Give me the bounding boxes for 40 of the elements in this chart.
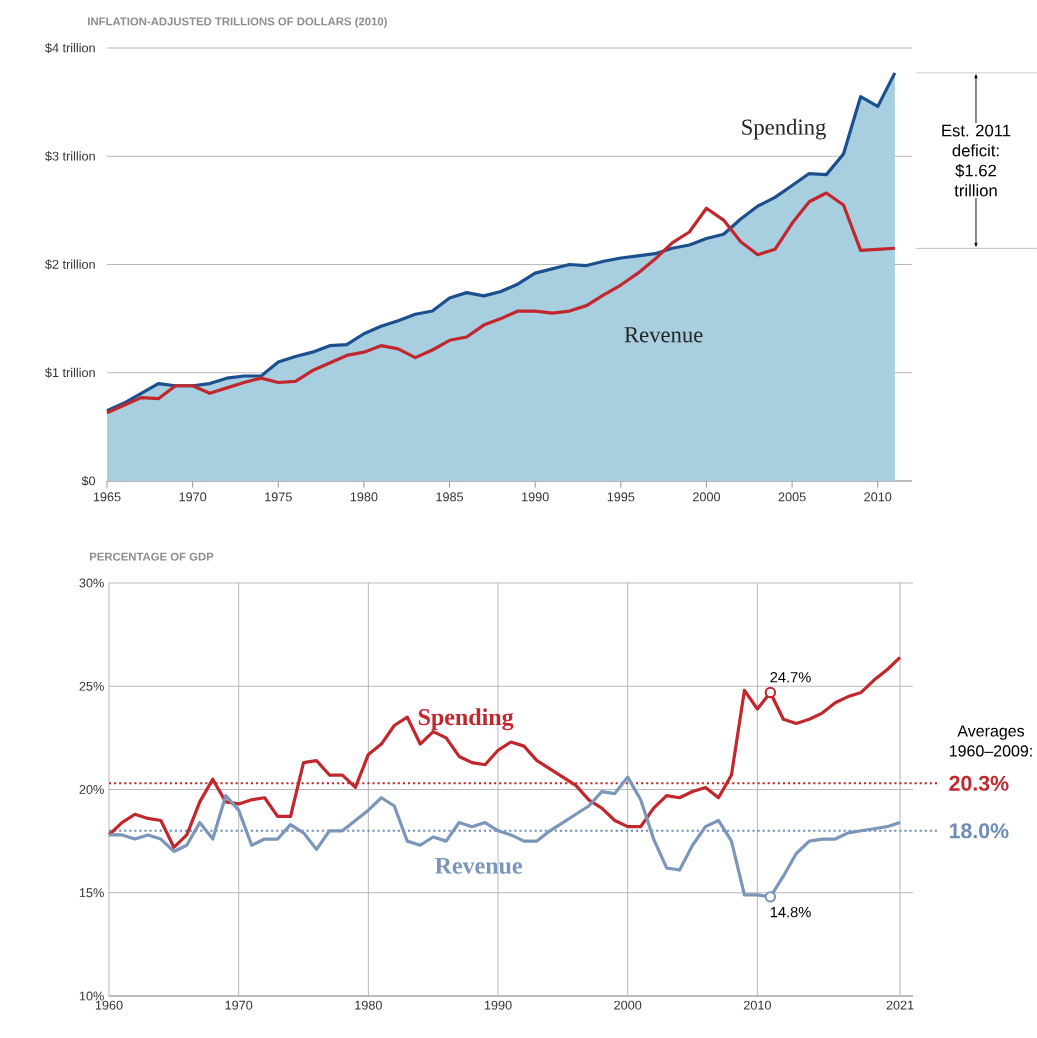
annotation: 24.7% [770,672,811,683]
x-tick-label: 2000 [614,1000,642,1010]
annotation: 14.8% [770,906,811,918]
x-tick-label: 2000 [693,492,721,502]
series-label: Revenue [624,327,703,343]
y-tick-label: $4 trillion [45,42,95,54]
x-tick-label: 1965 [93,492,121,502]
y-tick-label: $0 [81,475,96,487]
ref-line-label: 18.0% [949,823,1009,839]
x-tick-label: 1980 [350,492,378,502]
text: Est. 2011 deficit: $1.62 trillion [942,124,1011,197]
x-tick-label: 2010 [864,492,892,502]
text: Averages 1960–2009: [949,725,1032,757]
ref-line-label: 20.3% [949,775,1009,791]
y-tick-label: 15% [79,888,104,898]
y-tick-label: 20% [79,785,104,794]
x-tick-label: 1985 [436,492,464,502]
y-tick-label: 30% [79,578,104,588]
y-tick-label: 10% [79,991,104,1001]
x-tick-label: 1980 [355,1000,382,1010]
x-tick-label: 1975 [265,492,292,502]
chart-title: PERCENTAGE OF GDP [90,552,214,561]
y-tick-label: $1 trillion [45,367,95,378]
series-label: Spending [418,708,514,731]
x-tick-label: 1995 [607,492,635,502]
x-tick-label: 2021 [886,1000,914,1010]
series-label: Revenue [435,857,522,874]
y-tick-label: $3 trillion [45,151,95,162]
x-tick-label: 2005 [778,492,806,502]
x-tick-label: 1960 [95,1000,123,1010]
y-tick-label: $2 trillion [45,259,95,270]
y-tick-label: 25% [79,681,104,691]
chart-title: INFLATION-ADJUSTED TRILLIONS OF DOLLARS (2010) [88,17,387,28]
line-series [105,191,897,415]
series-label: Spending [742,118,826,140]
x-tick-label: 1970 [225,1000,253,1010]
x-tick-label: 1990 [522,492,549,502]
x-tick-label: 2010 [743,1000,771,1010]
x-tick-label: 1970 [179,492,207,502]
x-tick-label: 1990 [484,1000,512,1010]
